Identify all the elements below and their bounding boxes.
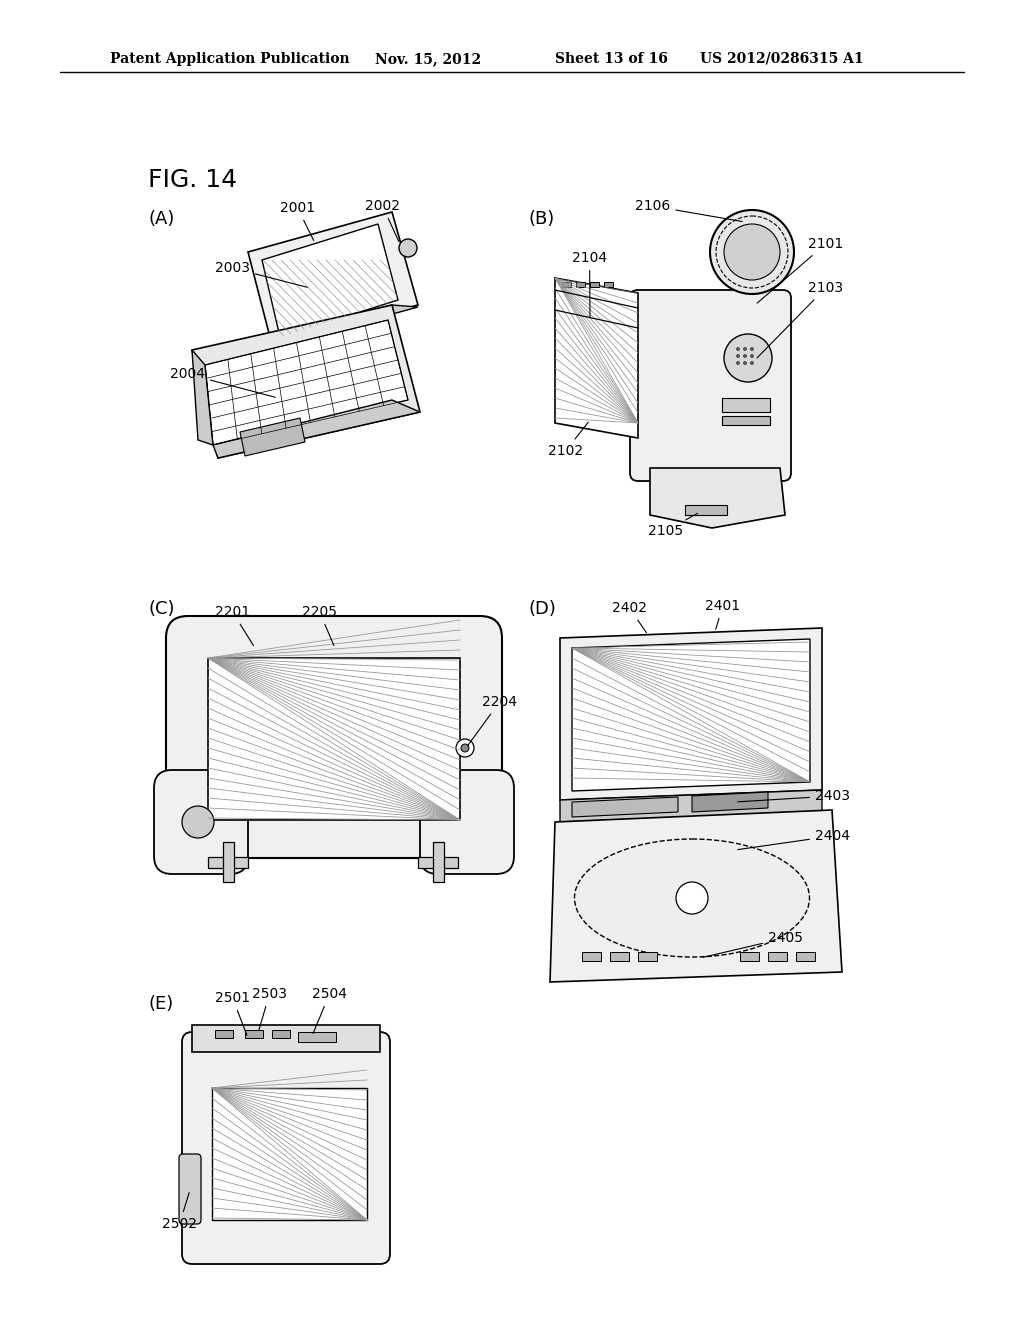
Bar [638,952,657,961]
Polygon shape [193,350,213,445]
Text: 2503: 2503 [252,987,287,1031]
Ellipse shape [574,840,810,957]
FancyBboxPatch shape [154,770,248,874]
Polygon shape [213,400,420,458]
Bar [215,1030,233,1038]
Bar [722,416,770,425]
Text: 2504: 2504 [312,987,347,1034]
Polygon shape [193,1026,380,1052]
Text: 2403: 2403 [737,789,850,803]
Text: 2104: 2104 [572,251,607,317]
Bar [433,842,444,882]
FancyBboxPatch shape [166,616,502,858]
Text: (A): (A) [148,210,174,228]
Circle shape [456,739,474,756]
Text: 2501: 2501 [215,991,250,1035]
Text: 2502: 2502 [162,1193,197,1232]
Bar [740,952,759,961]
Bar [610,952,629,961]
Bar [298,1032,336,1041]
Bar [272,1030,290,1038]
Bar [245,1030,263,1038]
Text: Nov. 15, 2012: Nov. 15, 2012 [375,51,481,66]
Text: 2001: 2001 [280,201,315,240]
Circle shape [736,347,740,351]
Polygon shape [193,305,420,458]
Polygon shape [560,628,822,800]
Bar [768,952,787,961]
Text: Sheet 13 of 16: Sheet 13 of 16 [555,51,668,66]
Text: (B): (B) [528,210,554,228]
Circle shape [461,744,469,752]
Circle shape [399,239,417,257]
Polygon shape [692,792,768,812]
Circle shape [182,807,214,838]
Text: Patent Application Publication: Patent Application Publication [110,51,349,66]
Text: US 2012/0286315 A1: US 2012/0286315 A1 [700,51,863,66]
FancyBboxPatch shape [182,1032,390,1265]
Text: (C): (C) [148,601,174,618]
FancyBboxPatch shape [630,290,791,480]
Polygon shape [555,279,638,438]
Polygon shape [248,305,418,347]
Bar [582,952,601,961]
Bar [575,282,585,286]
Polygon shape [240,418,305,455]
Text: 2201: 2201 [215,605,254,645]
Text: 2205: 2205 [302,605,337,645]
Polygon shape [262,224,398,337]
Circle shape [676,882,708,913]
Bar [208,857,248,869]
Text: 2204: 2204 [468,696,517,746]
Text: 2404: 2404 [737,829,850,850]
Text: 2004: 2004 [170,367,275,397]
Bar [562,282,571,286]
Text: 2105: 2105 [648,513,697,539]
Circle shape [743,354,746,358]
Bar [418,857,458,869]
FancyBboxPatch shape [179,1154,201,1224]
Text: 2102: 2102 [548,422,588,458]
Bar [722,399,770,412]
Polygon shape [572,639,810,791]
Text: 2002: 2002 [365,199,400,242]
Text: 2106: 2106 [635,199,742,222]
Polygon shape [248,213,418,345]
Circle shape [743,347,746,351]
Bar [212,1088,367,1220]
Text: (D): (D) [528,601,556,618]
Polygon shape [205,319,408,445]
Text: 2402: 2402 [612,601,647,632]
Circle shape [750,360,754,366]
Circle shape [724,334,772,381]
Text: 2101: 2101 [757,238,843,304]
Bar [223,842,234,882]
Circle shape [750,347,754,351]
Circle shape [724,224,780,280]
Text: 2103: 2103 [757,281,843,358]
Polygon shape [572,797,678,817]
FancyBboxPatch shape [420,770,514,874]
Circle shape [743,360,746,366]
Polygon shape [650,469,785,528]
Bar [208,657,460,820]
Polygon shape [550,810,842,982]
Text: FIG. 14: FIG. 14 [148,168,238,191]
Circle shape [750,354,754,358]
Text: (E): (E) [148,995,173,1012]
Bar [796,952,815,961]
Text: 2003: 2003 [215,261,307,288]
Circle shape [710,210,794,294]
Text: 2401: 2401 [705,599,740,630]
Bar [685,506,727,515]
Circle shape [736,360,740,366]
Bar [590,282,599,286]
Bar [604,282,613,286]
Circle shape [736,354,740,358]
Text: 2405: 2405 [702,931,803,957]
Polygon shape [560,789,822,822]
